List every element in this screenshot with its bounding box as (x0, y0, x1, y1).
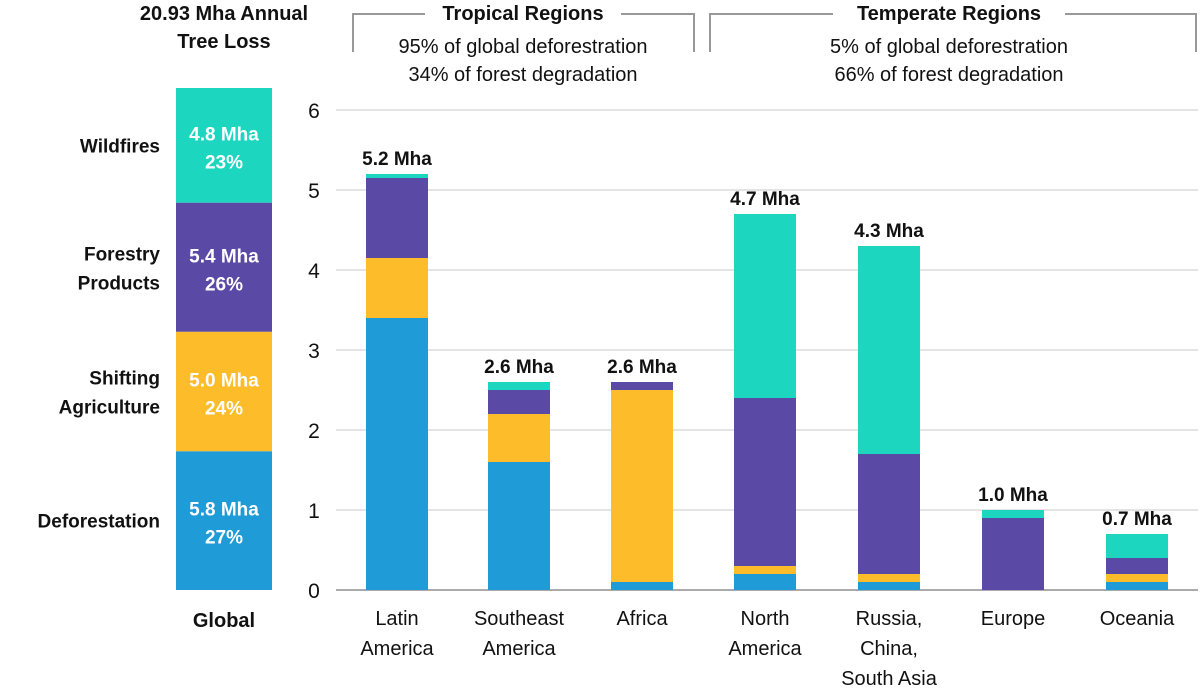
x-category-label-line: Oceania (1100, 608, 1175, 630)
group-subtitle-line: 66% of forest degradation (834, 64, 1063, 86)
x-category-label: Russia, China, South Asia (841, 608, 938, 687)
global-segment-shifting (176, 331, 272, 452)
bar-segment-shifting (734, 566, 796, 574)
bar-total-label: 4.7 Mha (730, 189, 800, 210)
global-segment-value: 5.4 Mha (189, 246, 259, 267)
bar-segment-forestry (734, 398, 796, 566)
bar-segment-deforestation (488, 462, 550, 590)
x-category-label-line: Europe (981, 608, 1046, 630)
bar-segment-wildfires (982, 510, 1044, 518)
bar-segment-deforestation (611, 582, 673, 590)
x-category-label-line: Russia, (856, 608, 923, 630)
y-tick-label: 2 (308, 420, 320, 443)
bar-total-label: 2.6 Mha (607, 357, 677, 378)
region-group-headers: Tropical Regions 95% of global deforestra… (352, 3, 1197, 86)
bar-total-label: 5.2 Mha (362, 149, 432, 170)
bar-segment-shifting (858, 574, 920, 582)
x-category-label-line: Latin (375, 608, 418, 630)
bar-segment-wildfires (734, 214, 796, 398)
x-category-label-line: North (741, 608, 790, 630)
x-category-label: Oceania (1100, 608, 1175, 630)
global-segment-value: 5.0 Mha (189, 371, 259, 392)
x-category-label-line: America (728, 638, 802, 660)
x-category-label-line: Africa (616, 608, 668, 630)
bar-segment-wildfires (1106, 534, 1168, 558)
global-segment-name: Forestry (84, 244, 160, 265)
global-category-label: Global (193, 610, 255, 632)
x-category-label-line: South Asia (841, 668, 938, 687)
global-segment-name: Shifting (89, 369, 160, 390)
global-segment-deforestation (176, 451, 272, 590)
global-title-line: Tree Loss (177, 31, 270, 53)
x-category-label: Africa (616, 608, 668, 630)
bar-total-label: 1.0 Mha (978, 485, 1048, 506)
bar-segment-wildfires (488, 382, 550, 390)
group-title: Tropical Regions (442, 3, 603, 25)
bar-segment-forestry (611, 382, 673, 390)
bar-total-label: 2.6 Mha (484, 357, 554, 378)
y-tick-label: 5 (308, 180, 320, 203)
bar-segment-shifting (488, 414, 550, 462)
global-segment-share: 24% (205, 399, 243, 420)
stacked-bars: 5.2 Mha 2.6 Mha 2.6 Mha 4.7 Mha 4.3 Mha 1.0 M… (362, 149, 1172, 590)
x-category-label-line: China, (860, 638, 918, 660)
global-segment-value: 5.8 Mha (189, 500, 259, 521)
x-axis: Latin America Southeast America Africa North A… (360, 608, 1175, 690)
x-category-label: North America (728, 608, 802, 660)
y-tick-label: 3 (308, 340, 320, 363)
group-subtitle-line: 95% of global deforestration (398, 36, 647, 58)
x-category-label-line: America (360, 638, 434, 660)
global-segment-name: Deforestation (38, 512, 160, 533)
group-bracket (709, 13, 1197, 52)
group-title: Temperate Regions (857, 3, 1041, 25)
global-segment-value: 4.8 Mha (189, 124, 259, 145)
bar-segment-forestry (488, 390, 550, 414)
y-tick-label: 0 (308, 580, 320, 603)
y-axis: 0 1 2 3 4 5 6 (308, 100, 320, 603)
bar-total-label: 0.7 Mha (1102, 509, 1172, 530)
x-category-label: Latin America (360, 608, 434, 660)
bar-segment-shifting (366, 258, 428, 318)
bar-segment-shifting (1106, 574, 1168, 582)
global-segment-name: Wildfires (80, 136, 160, 157)
group-bracket (352, 13, 695, 52)
bar-segment-forestry (366, 178, 428, 258)
y-tick-label: 4 (308, 260, 320, 283)
bar-segment-deforestation (366, 318, 428, 590)
global-title-line: 20.93 Mha Annual (140, 3, 308, 25)
x-category-label: Southeast America (474, 608, 565, 660)
bar-segment-deforestation (858, 582, 920, 590)
global-segment-name: Products (78, 273, 160, 294)
global-segment-forestry (176, 202, 272, 332)
bar-segment-shifting (611, 390, 673, 582)
y-tick-label: 6 (308, 100, 320, 123)
global-segment-share: 23% (205, 152, 243, 173)
x-category-label-line: Southeast (474, 608, 565, 630)
bar-segment-forestry (858, 454, 920, 574)
group-subtitle-line: 34% of forest degradation (408, 64, 637, 86)
global-summary-panel: 20.93 Mha Annual Tree Loss 4.8 Mha 23% Wildf… (38, 3, 309, 632)
x-category-label: Europe (981, 608, 1046, 630)
global-segment-share: 26% (205, 274, 243, 295)
y-tick-label: 1 (308, 500, 320, 523)
bar-segment-deforestation (1106, 582, 1168, 590)
bar-total-label: 4.3 Mha (854, 221, 924, 242)
global-segment-wildfires (176, 88, 272, 203)
bar-segment-forestry (1106, 558, 1168, 574)
group-subtitle-line: 5% of global deforestration (830, 36, 1068, 58)
global-segment-share: 27% (205, 528, 243, 549)
x-category-label-line: America (482, 638, 556, 660)
global-segment-name: Agriculture (59, 398, 160, 419)
bar-segment-deforestation (734, 574, 796, 590)
bar-segment-forestry (982, 518, 1044, 590)
bar-segment-wildfires (366, 174, 428, 178)
bar-segment-wildfires (858, 246, 920, 454)
